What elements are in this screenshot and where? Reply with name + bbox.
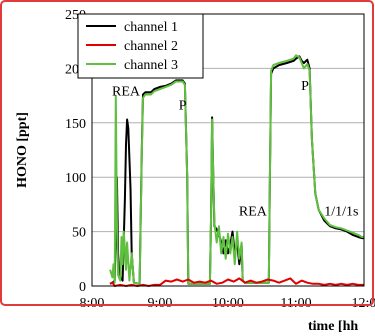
legend-box bbox=[77, 13, 204, 79]
annotation-label: REA bbox=[239, 204, 268, 219]
x-axis-tick-labels: 8:00 9:00 10:00 11:00 12:0 bbox=[80, 296, 375, 311]
legend-label-channel-1: channel 1 bbox=[124, 20, 178, 35]
x-axis-label: time [hh bbox=[308, 319, 358, 334]
series-line-channel-1 bbox=[109, 55, 364, 285]
y-axis-label: HONO [ppt] bbox=[15, 112, 30, 188]
legend: channel 1 channel 2 channel 3 bbox=[77, 13, 204, 79]
legend-label-channel-2: channel 2 bbox=[124, 39, 178, 54]
annotation-label: REA bbox=[112, 85, 141, 100]
outer-frame bbox=[0, 0, 374, 306]
plot-area-frame bbox=[91, 13, 365, 287]
x-tick-label: 12:0 bbox=[352, 296, 375, 311]
y-tick-label: 100 bbox=[65, 171, 86, 186]
y-tick-label: 50 bbox=[72, 226, 86, 241]
series-line-channel-2 bbox=[109, 277, 364, 287]
annotation-label: P bbox=[179, 99, 187, 114]
annotation-label: P bbox=[301, 79, 309, 94]
series-lines bbox=[109, 54, 364, 287]
y-tick-label: 150 bbox=[65, 117, 86, 132]
x-tick-label: 10:00 bbox=[212, 296, 244, 311]
annotation-label: 1/1/1s bbox=[324, 204, 358, 219]
y-tick-label: 0 bbox=[79, 280, 86, 295]
legend-label-channel-3: channel 3 bbox=[124, 58, 178, 73]
series-line-channel-3 bbox=[109, 54, 364, 285]
annotations: REA P REA P 1/1/1s bbox=[112, 79, 358, 219]
x-tick-label: 9:00 bbox=[148, 296, 173, 311]
x-tick-label: 11:00 bbox=[280, 296, 311, 311]
x-tick-label: 8:00 bbox=[80, 296, 105, 311]
